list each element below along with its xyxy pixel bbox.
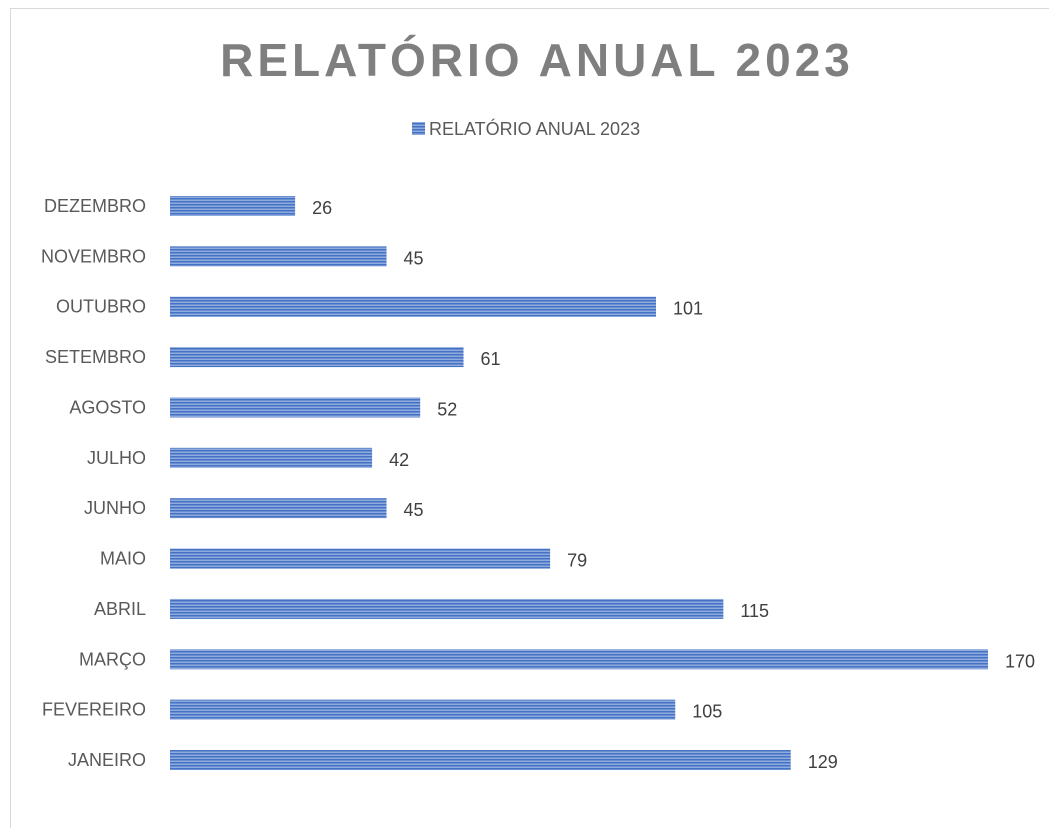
category-label-janeiro: JANEIRO <box>68 750 146 770</box>
category-label-fevereiro: FEVEREIRO <box>42 700 146 720</box>
category-label-marco: MARÇO <box>79 649 146 669</box>
chart-title: RELATÓRIO ANUAL 2023 <box>220 34 854 86</box>
chart: RELATÓRIO ANUAL 2023 RELATÓRIO ANUAL 202… <box>41 34 1035 772</box>
value-label-agosto: 52 <box>437 399 457 419</box>
legend-swatch <box>412 122 425 135</box>
value-label-maio: 79 <box>567 551 587 571</box>
bar-junho <box>170 498 387 519</box>
value-label-junho: 45 <box>404 500 424 520</box>
value-label-abril: 115 <box>740 601 769 621</box>
category-label-maio: MAIO <box>100 549 146 569</box>
bars <box>170 196 988 770</box>
category-label-outubro: OUTUBRO <box>56 297 146 317</box>
category-label-junho: JUNHO <box>84 498 146 518</box>
legend-label: RELATÓRIO ANUAL 2023 <box>429 118 640 139</box>
value-label-novembro: 45 <box>404 248 424 268</box>
value-labels: 129 105 170 115 79 45 42 52 61 101 45 26 <box>312 198 1035 772</box>
bar-novembro <box>170 246 387 267</box>
bar-abril <box>170 598 724 619</box>
bar-janeiro <box>170 750 791 770</box>
value-label-julho: 42 <box>389 450 409 470</box>
bar-maio <box>170 548 551 569</box>
category-label-setembro: SETEMBRO <box>45 347 146 367</box>
value-label-dezembro: 26 <box>312 198 332 218</box>
category-label-novembro: NOVEMBRO <box>41 246 146 266</box>
bar-setembro <box>170 347 464 368</box>
bar-dezembro <box>170 196 296 216</box>
bar-fevereiro <box>170 699 676 720</box>
category-label-julho: JULHO <box>87 448 146 468</box>
bar-julho <box>170 447 373 468</box>
value-label-janeiro: 129 <box>808 752 838 772</box>
bar-marco <box>170 649 988 670</box>
value-label-outubro: 101 <box>673 299 703 319</box>
bar-agosto <box>170 397 421 418</box>
category-label-agosto: AGOSTO <box>69 397 146 417</box>
legend: RELATÓRIO ANUAL 2023 <box>412 118 640 139</box>
category-label-abril: ABRIL <box>94 599 146 619</box>
chart-frame <box>10 8 1049 828</box>
value-label-marco: 170 <box>1005 651 1035 671</box>
category-label-dezembro: DEZEMBRO <box>44 196 146 216</box>
value-label-fevereiro: 105 <box>692 702 722 722</box>
bar-outubro <box>170 296 656 317</box>
category-labels: JANEIRO FEVEREIRO MARÇO ABRIL MAIO JUNHO JULHO… <box>41 196 146 770</box>
value-label-setembro: 61 <box>481 349 501 369</box>
